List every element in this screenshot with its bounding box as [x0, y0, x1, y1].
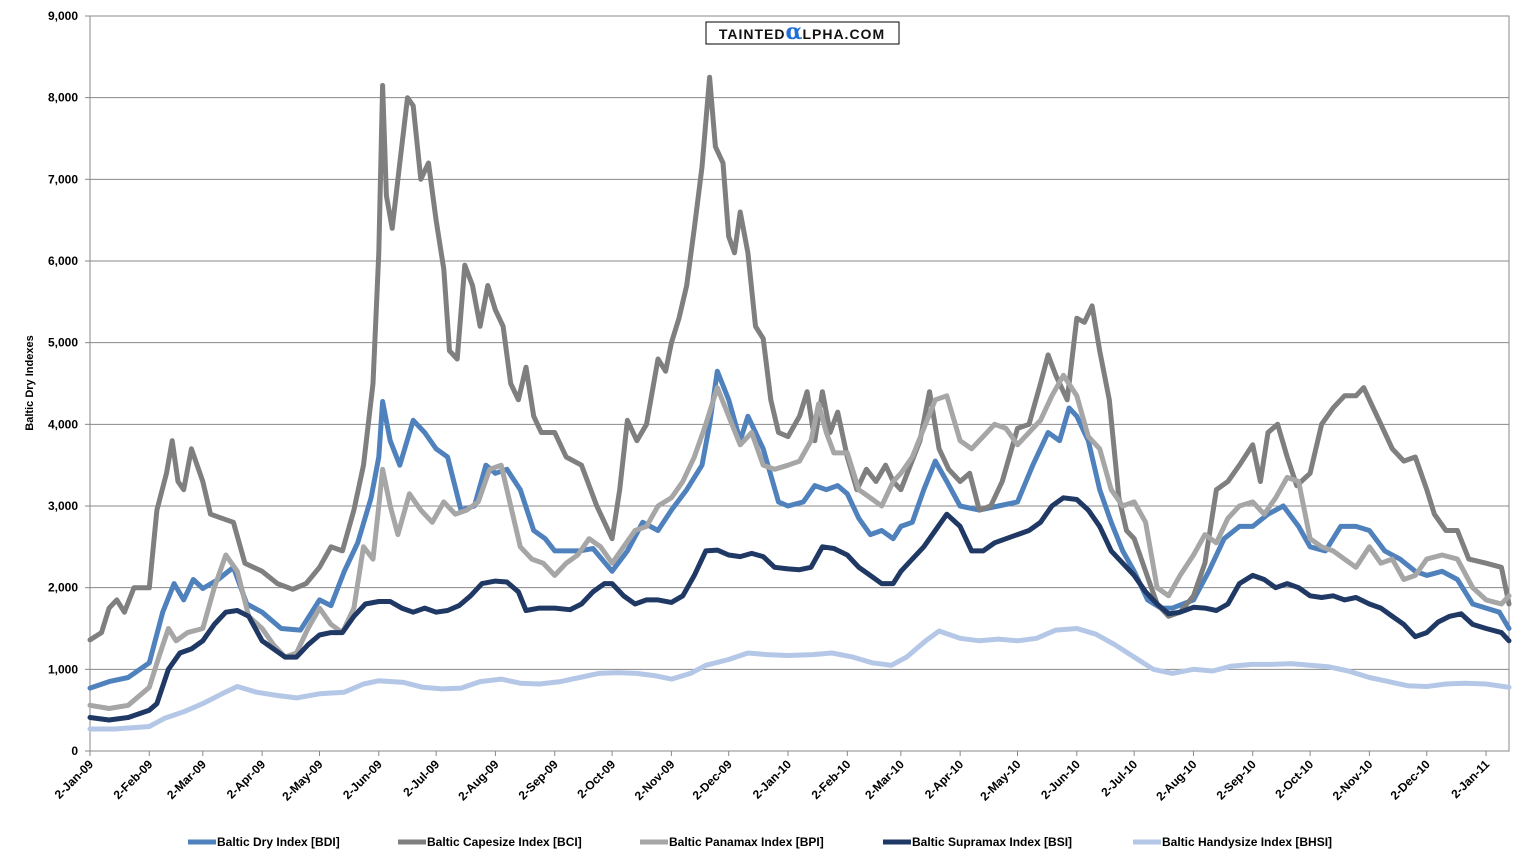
legend: Baltic Dry Index [BDI] Baltic Capesize In…: [188, 835, 1332, 849]
series-line-3: [87, 495, 1512, 723]
y-tick-label: 5,000: [48, 336, 78, 350]
legend-label-0: Baltic Dry Index [BDI]: [217, 835, 340, 849]
y-tick-label: 1,000: [48, 662, 78, 676]
watermark-suffix: LPHA.COM: [802, 26, 885, 42]
legend-label-2: Baltic Panamax Index [BPI]: [669, 835, 824, 849]
y-tick-label: 8,000: [48, 91, 78, 105]
legend-label-4: Baltic Handysize Index [BHSI]: [1162, 835, 1332, 849]
series-line-1: [87, 74, 1512, 643]
y-tick-label: 9,000: [48, 9, 78, 23]
watermark-prefix: TAINTED: [719, 26, 786, 42]
y-tick-label: 7,000: [48, 172, 78, 186]
plot-area: [89, 15, 1510, 752]
watermark-alpha: α: [786, 19, 803, 45]
series-line-0: [87, 368, 1512, 691]
y-tick-label: 4,000: [48, 417, 78, 431]
y-tick-label: 2,000: [48, 581, 78, 595]
y-tick-label: 3,000: [48, 499, 78, 513]
watermark: TAINTEDαLPHA.COM: [705, 19, 900, 45]
legend-label-3: Baltic Supramax Index [BSI]: [912, 835, 1072, 849]
svg-text:TAINTEDαLPHA.COM: TAINTEDαLPHA.COM: [719, 19, 885, 45]
y-tick-label: 6,000: [48, 254, 78, 268]
legend-label-1: Baltic Capesize Index [BCI]: [427, 835, 582, 849]
y-tick-label: 0: [71, 744, 78, 758]
y-axis-label: Baltic Dry Indexes: [24, 335, 36, 430]
series-line-4: [87, 626, 1512, 732]
series-lines: [87, 74, 1512, 732]
